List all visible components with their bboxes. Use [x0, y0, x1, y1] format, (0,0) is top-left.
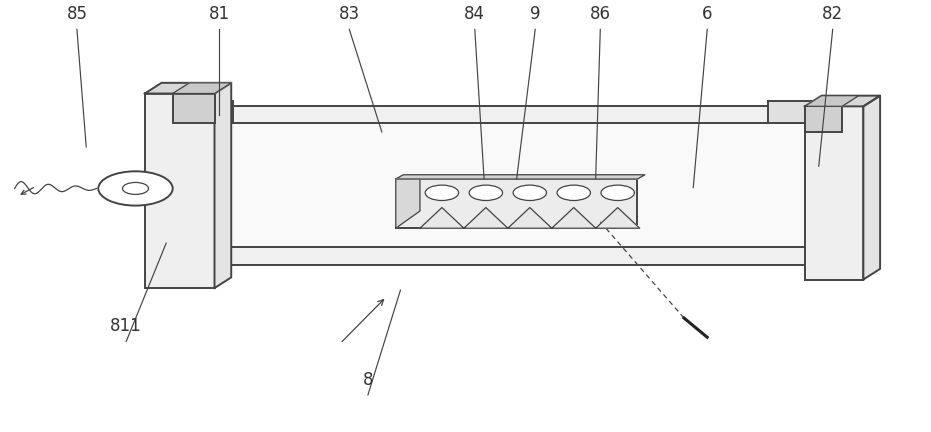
Bar — [172, 93, 214, 124]
Bar — [804, 106, 842, 132]
Polygon shape — [145, 83, 231, 93]
Text: 86: 86 — [590, 5, 611, 23]
Text: 85: 85 — [66, 5, 88, 23]
Polygon shape — [596, 207, 640, 228]
Ellipse shape — [99, 172, 172, 206]
Bar — [804, 106, 863, 280]
Polygon shape — [804, 95, 880, 106]
Polygon shape — [804, 95, 858, 106]
Polygon shape — [552, 207, 596, 228]
Ellipse shape — [469, 185, 503, 200]
Polygon shape — [863, 95, 880, 280]
Text: 81: 81 — [209, 5, 230, 23]
Text: 82: 82 — [822, 5, 843, 23]
Text: 84: 84 — [465, 5, 485, 23]
Polygon shape — [464, 207, 507, 228]
Polygon shape — [214, 83, 231, 288]
Ellipse shape — [557, 185, 590, 200]
Polygon shape — [420, 207, 464, 228]
Bar — [145, 93, 214, 288]
Text: 6: 6 — [702, 5, 712, 23]
Bar — [182, 106, 818, 264]
Text: 8: 8 — [363, 371, 373, 388]
Polygon shape — [507, 207, 552, 228]
Text: 811: 811 — [110, 317, 142, 335]
Bar — [186, 101, 233, 124]
Bar — [768, 101, 814, 124]
Polygon shape — [172, 83, 231, 93]
Text: 9: 9 — [530, 5, 541, 23]
Text: 83: 83 — [339, 5, 360, 23]
Bar — [196, 124, 809, 248]
Ellipse shape — [601, 185, 634, 200]
Bar — [396, 179, 638, 228]
Polygon shape — [396, 175, 645, 179]
Polygon shape — [396, 179, 420, 228]
Ellipse shape — [425, 185, 459, 200]
Ellipse shape — [513, 185, 546, 200]
Ellipse shape — [123, 182, 149, 194]
